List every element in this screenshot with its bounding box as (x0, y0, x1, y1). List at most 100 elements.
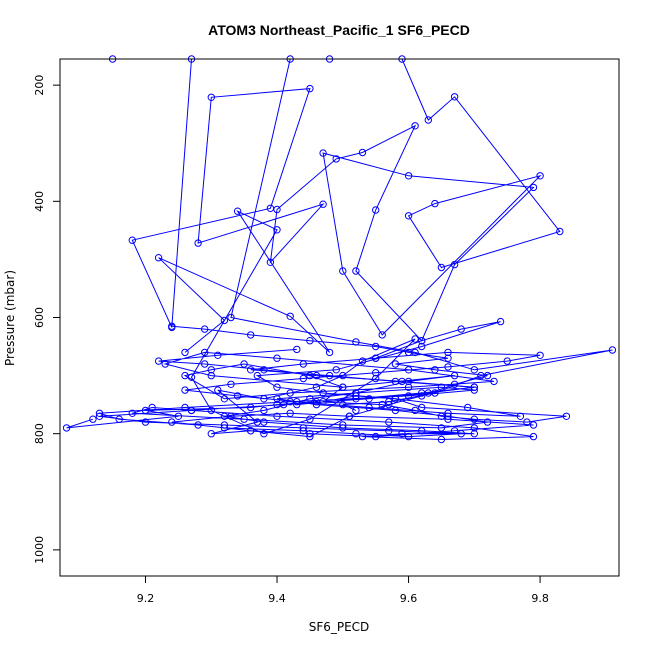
data-point (220, 424, 229, 432)
data-point (391, 395, 400, 403)
data-point (470, 383, 478, 391)
data-point (470, 415, 478, 423)
data-point (457, 325, 465, 333)
data-point (431, 366, 439, 374)
data-point (365, 403, 373, 412)
data-point (95, 412, 104, 420)
data-point (306, 432, 314, 441)
y-tick-label: 600 (33, 307, 46, 328)
data-point (207, 430, 216, 438)
data-point (306, 395, 314, 403)
data-point (404, 172, 413, 180)
data-point (418, 427, 426, 435)
data-point (457, 430, 465, 438)
data-point (128, 409, 137, 417)
data-point (286, 409, 294, 417)
data-point (385, 427, 393, 435)
data-point (444, 348, 452, 357)
data-point (411, 122, 419, 130)
data-point (444, 354, 452, 362)
data-point (437, 435, 446, 444)
data-point (372, 354, 380, 362)
data-point (161, 360, 169, 368)
data-point (477, 371, 485, 380)
data-point (253, 418, 261, 426)
data-point (372, 206, 380, 214)
series-line (112, 58, 613, 411)
data-point (181, 348, 189, 357)
data-point (411, 335, 419, 343)
data-point (181, 386, 189, 394)
data-point (372, 369, 380, 377)
data-point (332, 366, 340, 374)
data-point (306, 337, 314, 345)
data-point (339, 383, 347, 391)
data-point (279, 400, 288, 409)
data-point (299, 360, 307, 368)
x-tick-label: 9.4 (268, 592, 286, 605)
series-4 (181, 317, 544, 420)
x-tick-label: 9.8 (531, 592, 549, 605)
data-point (372, 432, 380, 441)
data-point (365, 395, 373, 403)
data-point (266, 258, 275, 266)
series-layer (62, 55, 617, 444)
data-point (319, 389, 327, 397)
series-3 (108, 55, 617, 415)
data-point (529, 183, 538, 192)
data-point (293, 400, 301, 409)
data-point (154, 254, 163, 262)
data-point (431, 389, 439, 397)
data-point (253, 371, 261, 380)
data-point (220, 421, 229, 429)
data-point (339, 267, 347, 275)
data-point (187, 373, 196, 381)
data-point (444, 363, 452, 371)
data-point (181, 403, 189, 412)
data-point (174, 412, 183, 420)
data-point (496, 317, 505, 326)
data-point (201, 360, 209, 368)
data-point (437, 263, 446, 272)
data-point (233, 392, 242, 400)
data-point (523, 418, 531, 426)
series-line (158, 209, 488, 438)
data-point (450, 93, 459, 101)
data-point (273, 205, 281, 214)
data-point (391, 360, 400, 368)
data-point (385, 418, 393, 426)
data-point (89, 415, 97, 423)
data-point (273, 383, 281, 391)
data-point (220, 316, 229, 325)
data-point (529, 432, 538, 441)
data-point (247, 331, 255, 339)
data-point (404, 383, 413, 391)
data-point (339, 424, 347, 432)
data-point (391, 406, 400, 415)
data-point (201, 348, 209, 357)
data-point (95, 409, 104, 417)
data-point (470, 424, 478, 432)
data-point (339, 400, 347, 409)
data-point (207, 371, 216, 380)
series-line (184, 321, 541, 417)
data-point (391, 377, 400, 386)
data-point (378, 331, 386, 339)
data-point (128, 236, 137, 244)
x-tick-label: 9.2 (137, 592, 155, 605)
series-1 (62, 345, 571, 444)
data-point (464, 403, 472, 412)
data-point (299, 427, 307, 435)
data-point (194, 421, 202, 429)
data-point (418, 337, 426, 345)
data-point (273, 226, 281, 234)
data-point (141, 418, 150, 426)
y-tick-label: 400 (33, 191, 46, 212)
data-point (411, 348, 419, 357)
data-point (358, 148, 367, 157)
data-point (352, 338, 360, 346)
data-point (240, 360, 248, 368)
data-point (437, 424, 446, 432)
data-point (214, 351, 222, 359)
data-point (352, 406, 360, 415)
